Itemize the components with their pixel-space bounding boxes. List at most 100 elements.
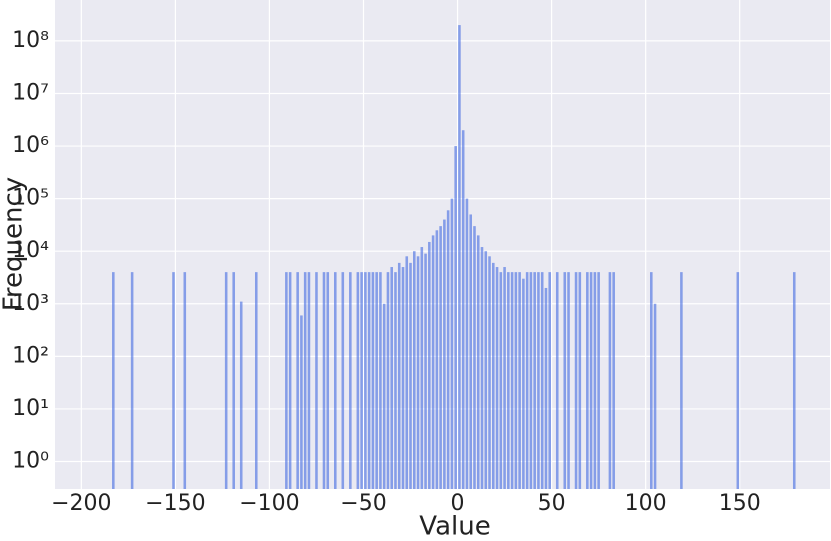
x-tick-label: −100 bbox=[239, 491, 299, 516]
bar bbox=[518, 272, 521, 489]
bar bbox=[375, 272, 378, 489]
bar bbox=[522, 278, 525, 489]
bar bbox=[322, 272, 326, 489]
bar bbox=[650, 272, 653, 489]
bar bbox=[473, 226, 476, 489]
bar bbox=[484, 251, 488, 489]
bar bbox=[446, 210, 450, 489]
bar bbox=[130, 272, 134, 489]
bar bbox=[537, 272, 540, 489]
y-tick-label: 10⁷ bbox=[12, 80, 49, 105]
x-tick-label: −200 bbox=[51, 491, 111, 516]
bar bbox=[409, 262, 412, 489]
bar bbox=[608, 272, 612, 489]
y-tick-label: 10⁴ bbox=[12, 238, 49, 263]
bar bbox=[469, 214, 472, 490]
bar bbox=[612, 272, 615, 489]
bar bbox=[183, 272, 187, 489]
bar bbox=[405, 256, 409, 489]
bar bbox=[439, 226, 442, 489]
bar bbox=[296, 272, 299, 489]
bar bbox=[450, 198, 454, 490]
bar bbox=[413, 251, 416, 489]
x-tick-label: 100 bbox=[625, 491, 667, 516]
bar bbox=[367, 272, 371, 489]
bar bbox=[364, 272, 367, 489]
bar bbox=[371, 272, 375, 489]
bar bbox=[232, 272, 235, 489]
bar bbox=[529, 272, 533, 489]
bar bbox=[254, 272, 258, 489]
bar bbox=[499, 272, 503, 489]
bar bbox=[360, 272, 363, 489]
y-tick-label: 10⁰ bbox=[12, 449, 49, 474]
bar bbox=[420, 247, 424, 489]
bar bbox=[653, 303, 657, 489]
bar bbox=[401, 267, 405, 489]
y-tick-label: 10³ bbox=[12, 291, 49, 316]
bar bbox=[492, 262, 495, 489]
bar bbox=[303, 272, 307, 489]
bar bbox=[578, 272, 582, 489]
bar bbox=[458, 25, 461, 490]
bar bbox=[461, 130, 465, 490]
bar bbox=[224, 272, 228, 489]
bar bbox=[349, 272, 352, 489]
bar bbox=[510, 272, 514, 489]
y-tick-label: 10⁸ bbox=[12, 28, 49, 53]
bar bbox=[567, 272, 570, 489]
bar bbox=[315, 272, 318, 489]
bar bbox=[288, 272, 292, 489]
bar bbox=[736, 272, 740, 489]
bar bbox=[792, 272, 796, 489]
y-tick-label: 10² bbox=[12, 343, 49, 368]
bar bbox=[172, 272, 175, 489]
bar bbox=[382, 303, 386, 489]
bar bbox=[574, 272, 578, 489]
bar bbox=[435, 230, 439, 490]
bar bbox=[416, 256, 420, 489]
bar bbox=[544, 287, 548, 489]
y-tick-label: 10¹ bbox=[12, 396, 49, 421]
bar bbox=[341, 272, 345, 489]
bar bbox=[465, 198, 469, 490]
bar bbox=[333, 272, 337, 489]
bar bbox=[680, 272, 683, 489]
bar bbox=[428, 241, 431, 489]
y-tick-label: 10⁵ bbox=[12, 186, 49, 211]
bar bbox=[533, 272, 536, 489]
bar bbox=[443, 219, 446, 489]
bar bbox=[326, 272, 330, 489]
bar bbox=[300, 315, 303, 489]
bar bbox=[593, 272, 597, 489]
bar bbox=[589, 272, 593, 489]
bar bbox=[424, 253, 427, 489]
bar bbox=[488, 256, 491, 489]
bar bbox=[386, 272, 390, 489]
bar bbox=[586, 272, 589, 489]
bar bbox=[454, 146, 457, 490]
bar bbox=[394, 272, 397, 489]
bar bbox=[390, 267, 393, 489]
bar bbox=[112, 272, 115, 489]
y-axis-label: Frequency bbox=[0, 177, 29, 311]
x-tick-label: 150 bbox=[719, 491, 761, 516]
bar bbox=[476, 235, 480, 489]
x-axis-label: Value bbox=[419, 512, 490, 541]
bar bbox=[285, 272, 288, 489]
bar bbox=[239, 301, 243, 489]
bar bbox=[555, 272, 559, 489]
bar bbox=[495, 267, 499, 489]
bar bbox=[540, 272, 544, 489]
x-tick-label: −150 bbox=[145, 491, 205, 516]
y-tick-label: 10⁶ bbox=[12, 133, 49, 158]
bar bbox=[548, 272, 552, 489]
bar bbox=[514, 272, 518, 489]
bar bbox=[307, 272, 311, 489]
plot-area bbox=[55, 0, 830, 489]
bar bbox=[563, 272, 567, 489]
x-tick-label: 0 bbox=[451, 491, 465, 516]
bar bbox=[431, 235, 435, 489]
bar bbox=[379, 272, 382, 489]
